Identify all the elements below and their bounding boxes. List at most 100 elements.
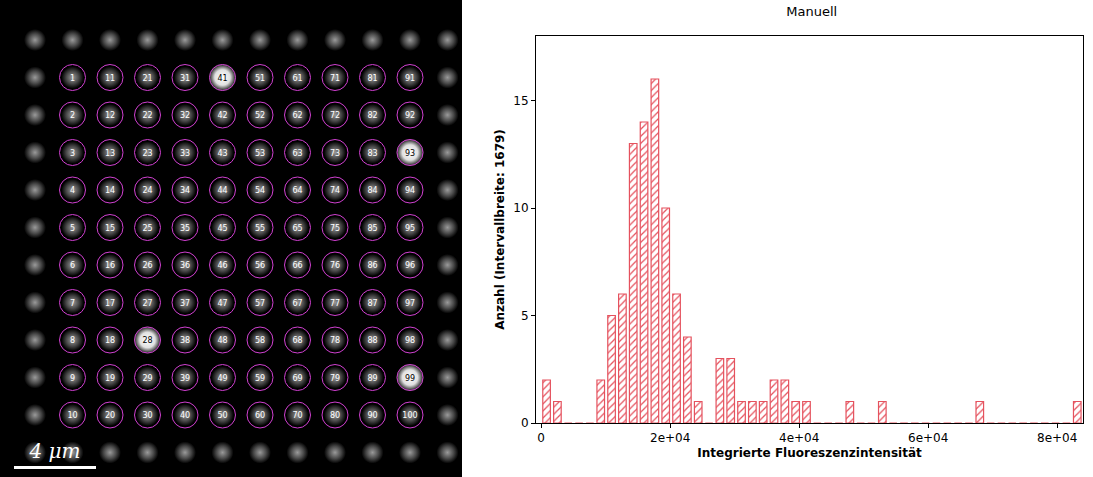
svg-text:18: 18	[105, 336, 115, 345]
svg-text:83: 83	[367, 149, 377, 158]
svg-text:90: 90	[367, 411, 377, 420]
svg-text:3: 3	[70, 149, 75, 158]
svg-text:95: 95	[405, 224, 415, 233]
svg-text:38: 38	[180, 336, 190, 345]
svg-text:78: 78	[330, 336, 340, 345]
svg-text:60: 60	[255, 411, 265, 420]
svg-text:33: 33	[180, 149, 190, 158]
svg-text:52: 52	[255, 111, 265, 120]
svg-text:51: 51	[255, 74, 265, 83]
svg-text:36: 36	[180, 261, 190, 270]
svg-text:39: 39	[180, 374, 190, 383]
svg-text:43: 43	[217, 149, 227, 158]
svg-text:63: 63	[292, 149, 302, 158]
svg-text:10: 10	[513, 201, 528, 215]
svg-text:61: 61	[292, 74, 302, 83]
svg-text:55: 55	[255, 224, 265, 233]
svg-text:80: 80	[330, 411, 340, 420]
svg-text:58: 58	[255, 336, 265, 345]
svg-text:66: 66	[292, 261, 302, 270]
svg-text:37: 37	[180, 299, 190, 308]
svg-text:34: 34	[180, 186, 190, 195]
svg-text:91: 91	[405, 74, 415, 83]
svg-text:7: 7	[70, 299, 75, 308]
svg-text:Manuell: Manuell	[786, 4, 837, 19]
svg-text:12: 12	[105, 111, 115, 120]
svg-text:4: 4	[70, 186, 75, 195]
svg-text:40: 40	[180, 411, 190, 420]
svg-text:Anzahl (Intervallbreite: 1679): Anzahl (Intervallbreite: 1679)	[493, 129, 507, 330]
svg-text:28: 28	[142, 336, 152, 345]
svg-text:0: 0	[521, 416, 529, 430]
svg-text:4 μm: 4 μm	[28, 439, 80, 463]
svg-text:96: 96	[405, 261, 415, 270]
svg-text:5: 5	[70, 224, 75, 233]
svg-text:25: 25	[142, 224, 152, 233]
svg-text:11: 11	[105, 74, 115, 83]
svg-text:82: 82	[367, 111, 377, 120]
svg-text:32: 32	[180, 111, 190, 120]
svg-text:24: 24	[142, 186, 152, 195]
svg-text:13: 13	[105, 149, 115, 158]
svg-text:81: 81	[367, 74, 377, 83]
svg-text:9: 9	[70, 374, 75, 383]
svg-text:21: 21	[142, 74, 152, 83]
svg-text:94: 94	[405, 186, 415, 195]
svg-text:8: 8	[70, 336, 75, 345]
svg-text:10: 10	[67, 411, 77, 420]
svg-text:0: 0	[537, 431, 545, 445]
svg-text:48: 48	[217, 336, 227, 345]
svg-text:72: 72	[330, 111, 340, 120]
svg-text:6e+04: 6e+04	[908, 431, 948, 445]
svg-text:86: 86	[367, 261, 377, 270]
svg-text:1: 1	[70, 74, 75, 83]
svg-text:99: 99	[405, 374, 415, 383]
svg-text:56: 56	[255, 261, 265, 270]
svg-text:88: 88	[367, 336, 377, 345]
svg-text:29: 29	[142, 374, 152, 383]
svg-text:31: 31	[180, 74, 190, 83]
svg-text:2e+04: 2e+04	[650, 431, 690, 445]
svg-text:14: 14	[105, 186, 115, 195]
svg-text:50: 50	[217, 411, 227, 420]
svg-text:98: 98	[405, 336, 415, 345]
svg-text:44: 44	[217, 186, 227, 195]
svg-text:54: 54	[255, 186, 265, 195]
svg-text:64: 64	[292, 186, 302, 195]
svg-text:74: 74	[330, 186, 340, 195]
svg-text:22: 22	[142, 111, 152, 120]
svg-text:16: 16	[105, 261, 115, 270]
svg-text:69: 69	[292, 374, 302, 383]
svg-text:49: 49	[217, 374, 227, 383]
svg-text:70: 70	[292, 411, 302, 420]
svg-text:85: 85	[367, 224, 377, 233]
svg-text:8e+04: 8e+04	[1037, 431, 1077, 445]
svg-text:84: 84	[367, 186, 377, 195]
svg-text:93: 93	[405, 149, 415, 158]
svg-text:62: 62	[292, 111, 302, 120]
svg-text:89: 89	[367, 374, 377, 383]
svg-text:4e+04: 4e+04	[779, 431, 819, 445]
svg-text:20: 20	[105, 411, 115, 420]
svg-text:100: 100	[402, 411, 417, 420]
svg-text:67: 67	[292, 299, 302, 308]
svg-text:75: 75	[330, 224, 340, 233]
svg-text:45: 45	[217, 224, 227, 233]
svg-text:27: 27	[142, 299, 152, 308]
svg-text:5: 5	[521, 309, 529, 323]
svg-text:23: 23	[142, 149, 152, 158]
svg-text:73: 73	[330, 149, 340, 158]
svg-text:15: 15	[105, 224, 115, 233]
svg-text:57: 57	[255, 299, 265, 308]
svg-text:19: 19	[105, 374, 115, 383]
svg-text:87: 87	[367, 299, 377, 308]
svg-text:17: 17	[105, 299, 115, 308]
svg-text:46: 46	[217, 261, 227, 270]
svg-text:26: 26	[142, 261, 152, 270]
svg-text:77: 77	[330, 299, 340, 308]
svg-text:Integrierte Fluoreszenzintensi: Integrierte Fluoreszenzintensität	[697, 446, 922, 460]
svg-text:30: 30	[142, 411, 152, 420]
svg-text:79: 79	[330, 374, 340, 383]
svg-text:2: 2	[70, 111, 75, 120]
svg-text:47: 47	[217, 299, 227, 308]
